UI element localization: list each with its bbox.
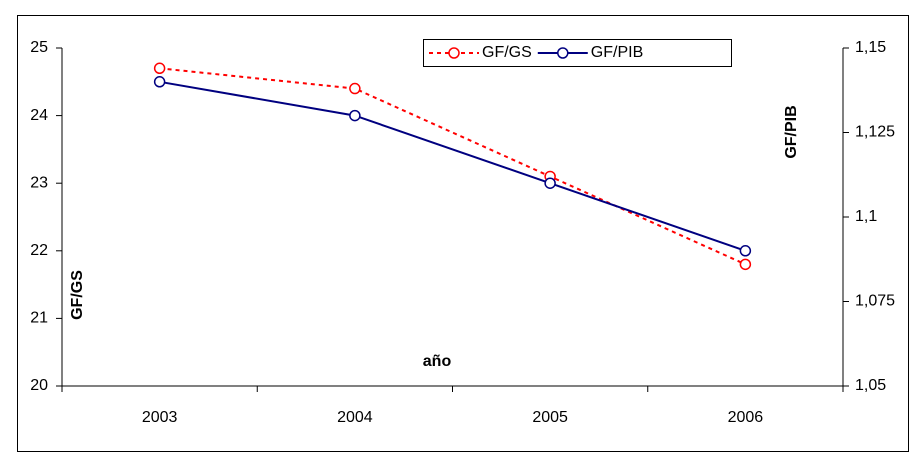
y-axis-label: GF/GS <box>69 270 86 320</box>
y2-tick-label: 1,15 <box>855 39 886 56</box>
y-tick-label: 23 <box>30 174 48 191</box>
series-marker <box>153 76 166 88</box>
legend-label: GF/GS <box>482 44 532 61</box>
y-tick-label: 22 <box>30 242 48 259</box>
series-marker <box>544 177 556 189</box>
legend-marker <box>448 47 460 59</box>
series-line <box>159 67 746 266</box>
series-marker <box>739 245 752 257</box>
y-tick-label: 24 <box>30 107 48 124</box>
legend-marker <box>557 47 569 59</box>
y-tick-label: 21 <box>30 310 48 327</box>
series-marker <box>153 62 166 75</box>
y2-tick-label: 1,075 <box>855 293 895 310</box>
y-tick-label: 25 <box>30 39 48 56</box>
x-tick-label: 2003 <box>142 409 178 426</box>
series-marker <box>349 82 361 95</box>
y2-tick-label: 1,05 <box>855 377 886 394</box>
legend-label: GF/PIB <box>591 44 643 61</box>
series-marker <box>739 258 752 271</box>
x-tick-label: 2005 <box>532 409 568 426</box>
series-marker <box>349 109 361 122</box>
x-tick-label: 2004 <box>337 409 373 426</box>
y2-tick-label: 1,1 <box>855 208 877 225</box>
y2-axis-label: GF/PIB <box>783 105 800 158</box>
x-tick-label: 2006 <box>728 409 764 426</box>
y-tick-label: 20 <box>30 377 48 394</box>
chart-frame <box>17 15 909 452</box>
y2-tick-label: 1,125 <box>855 124 895 141</box>
series-line <box>159 80 746 252</box>
x-axis-label: año <box>423 353 452 370</box>
